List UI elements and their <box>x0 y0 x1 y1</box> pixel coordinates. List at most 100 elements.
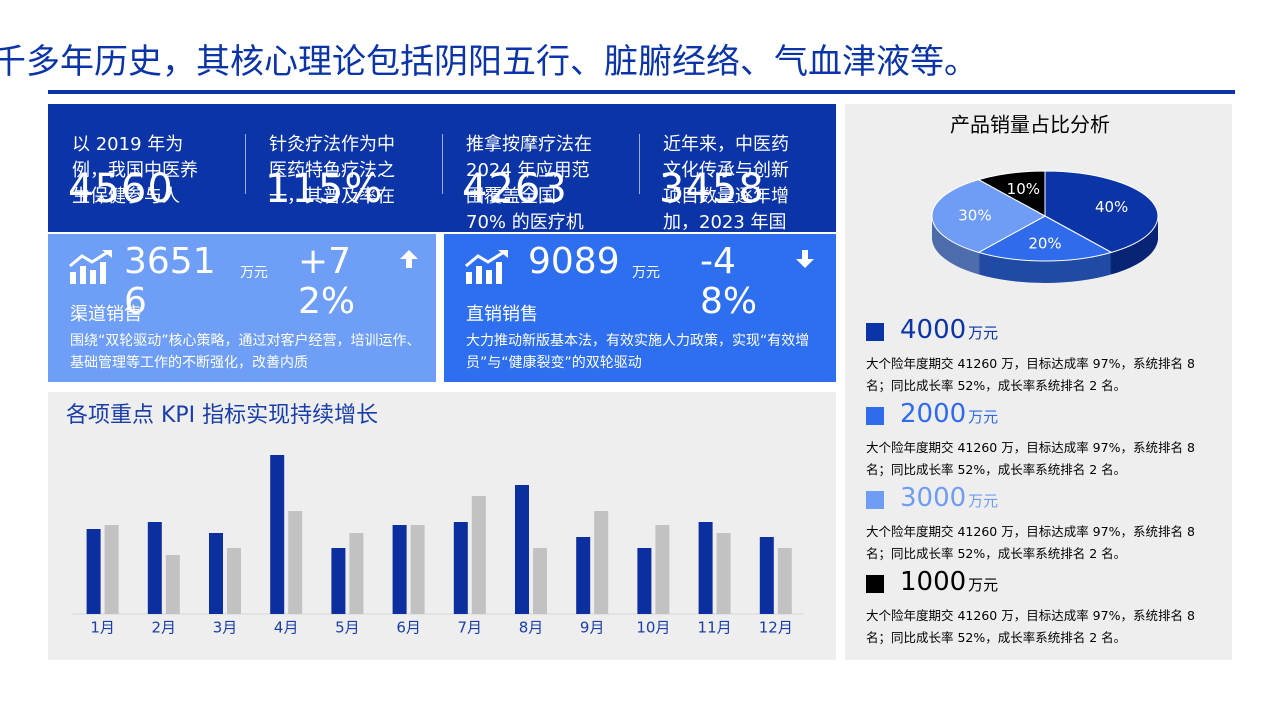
x-tick-label: 12月 <box>759 619 793 637</box>
product-value: 4000 万元 <box>900 315 998 345</box>
bar <box>576 537 591 614</box>
card-desc: 大力推动新版基本法，有效实施人力政策，实现“有效增员”与“健康裂变”的双轮驱动 <box>466 333 810 371</box>
card-number: 36516 <box>124 241 216 322</box>
value-unit: 万元 <box>968 492 999 510</box>
stat-text: 近年来，中医药文化传承与创新项目数量逐年增加，2023 年国 <box>663 134 789 232</box>
color-swatch <box>866 323 884 341</box>
bar <box>594 511 609 614</box>
x-tick-label: 8月 <box>519 619 544 637</box>
chart-title: 产品销量占比分析 <box>950 113 1110 137</box>
stat-column: 以 2019 年为例，我国中医养生保健参与人 4560 <box>48 104 245 232</box>
pie-slice <box>977 215 1113 262</box>
value-unit: 万元 <box>968 324 999 342</box>
product-desc: 大个险年度期交 41260 万，目标达成率 97%，系统排名 8 名；同比成长率… <box>866 524 1195 561</box>
product-desc: 大个险年度期交 41260 万，目标达成率 97%，系统排名 8 名；同比成长率… <box>866 356 1195 393</box>
x-tick-label: 11月 <box>698 619 732 637</box>
bar <box>349 533 364 614</box>
bar <box>637 548 652 614</box>
x-tick-label: 5月 <box>335 619 360 637</box>
divider <box>245 134 246 194</box>
up-arrow <box>400 250 418 268</box>
pie-chart: 产品销量占比分析 40% 20% 30% 10% <box>931 113 1159 283</box>
card-label: 渠道销售 <box>70 304 142 325</box>
bar <box>86 529 101 614</box>
bar <box>147 522 162 614</box>
value-number: 1000 <box>900 567 967 597</box>
bar <box>209 533 223 614</box>
growth-icon <box>69 250 112 284</box>
x-tick-label: 9月 <box>580 619 605 637</box>
product-value: 3000 万元 <box>900 483 998 513</box>
bar <box>777 548 792 614</box>
sales-card: 9089 万元 -48% 直销销售 大力推动新版基本法，有效实施人力政策，实现“… <box>444 234 836 382</box>
x-tick-label: 3月 <box>213 619 238 637</box>
bar <box>533 548 547 614</box>
slide-title: 千多年历史，其核心理论包括阴阳五行、脏腑经络、气血津液等。 <box>0 42 978 82</box>
divider <box>639 134 640 194</box>
bar <box>655 525 670 614</box>
pie-slice <box>977 170 1046 217</box>
bar <box>165 555 180 614</box>
bar <box>453 522 468 614</box>
bar-chart: 各项重点 KPI 指标实现持续增长 1月 2月 3月 4月 5月 6月 7月 8月 9月 10月 1… <box>66 403 804 637</box>
slice-label: 10% <box>1007 180 1040 198</box>
pie-slice <box>931 179 1047 253</box>
x-tick-label: 2月 <box>152 619 177 637</box>
bar <box>288 511 303 614</box>
sales-card: 36516 万元 +72% 渠道销售 围绕“双轮驱动”核心策略，通过对客户经营，… <box>48 234 436 382</box>
bar <box>698 522 713 614</box>
stat-number: 3458 <box>659 166 765 212</box>
card-number: 9089 <box>528 241 620 282</box>
x-tick-label: 10月 <box>636 619 670 637</box>
down-arrow <box>796 250 814 268</box>
product-value: 2000 万元 <box>900 399 998 429</box>
product-value: 1000 万元 <box>900 567 998 597</box>
color-swatch <box>866 407 884 425</box>
color-swatch <box>866 575 884 593</box>
x-tick-label: 6月 <box>396 619 421 637</box>
slice-label: 30% <box>958 207 991 225</box>
bar <box>392 525 407 614</box>
stat-text: 以 2019 年为例，我国中医养生保健参与人 <box>72 134 198 207</box>
stat-number: 115% <box>265 166 384 212</box>
card-unit: 万元 <box>632 265 660 281</box>
x-tick-label: 7月 <box>458 619 483 637</box>
value-number: 2000 <box>900 399 967 429</box>
pie-panel: 产品销量占比分析 40% 20% 30% 10% <box>845 104 1232 660</box>
value-number: 4000 <box>900 315 967 345</box>
x-tick-label: 4月 <box>274 619 299 637</box>
bar <box>331 548 346 614</box>
x-tick-label: 1月 <box>90 619 115 637</box>
bar-panel: 各项重点 KPI 指标实现持续增长 1月 2月 3月 4月 5月 6月 7月 8月 9月 10月 1… <box>48 392 836 660</box>
product-desc: 大个险年度期交 41260 万，目标达成率 97%，系统排名 8 名；同比成长率… <box>866 440 1195 477</box>
stat-column: 针灸疗法作为中医药特色疗法之一，其普及率在 115% <box>245 104 442 232</box>
bar <box>716 533 731 614</box>
slice-label: 20% <box>1028 234 1061 252</box>
value-number: 3000 <box>900 483 967 513</box>
color-swatch <box>866 491 884 509</box>
card-change: +72% <box>298 241 356 322</box>
card-label: 直销销售 <box>466 304 538 325</box>
value-unit: 万元 <box>968 576 999 594</box>
divider <box>442 134 443 194</box>
bar <box>471 496 486 614</box>
bar <box>515 485 529 614</box>
value-unit: 万元 <box>968 408 999 426</box>
slice-label: 40% <box>1095 198 1128 216</box>
bar <box>270 455 285 614</box>
stat-number: 4263 <box>462 166 568 212</box>
stat-text: 针灸疗法作为中医药特色疗法之一，其普及率在 <box>269 134 395 207</box>
card-unit: 万元 <box>240 265 268 281</box>
pie-slice <box>1044 170 1159 253</box>
product-desc: 大个险年度期交 41260 万，目标达成率 97%，系统排名 8 名；同比成长率… <box>866 608 1195 645</box>
stat-number: 4560 <box>68 166 174 212</box>
title-rule <box>48 90 1235 94</box>
bar <box>410 525 425 614</box>
stat-column: 近年来，中医药文化传承与创新项目数量逐年增加，2023 年国 3458 <box>639 104 836 232</box>
bar <box>104 525 119 614</box>
card-change: -48% <box>700 241 758 322</box>
growth-icon <box>465 250 508 284</box>
stat-column: 推拿按摩疗法在 2024 年应用范围覆盖全国 70% 的医疗机构，成为4263 <box>442 104 639 232</box>
chart-title: 各项重点 KPI 指标实现持续增长 <box>66 403 378 428</box>
